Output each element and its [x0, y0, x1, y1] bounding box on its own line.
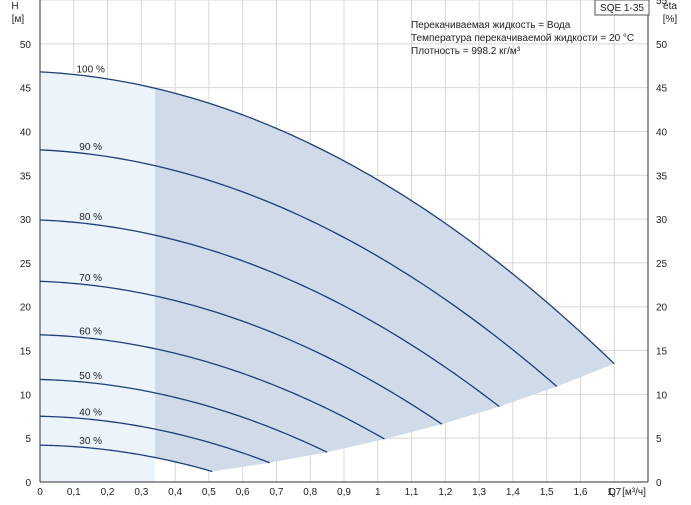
curve-label: 70 % — [79, 273, 102, 284]
y-tick-label-left: 20 — [20, 303, 32, 314]
x-axis-unit: [м³/ч] — [622, 487, 646, 498]
chart-axes — [39, 0, 649, 483]
y-tick-label-left: 5 — [25, 434, 31, 445]
tick-labels: 0 0,1 0,2 0,3 0,4 0,5 0,6 0,7 0,8 0,9 1 1,1 1,2 1,3 1,… — [20, 0, 668, 498]
curve-label: 60 % — [79, 326, 102, 337]
curve-40-percent — [39, 415, 270, 464]
y-tick-label-right: 40 — [656, 127, 668, 138]
x-tick-label: 0,5 — [202, 487, 216, 498]
info-fluid: Перекачиваемая жидкость = Вода — [411, 20, 571, 31]
curve-100-percent — [39, 71, 615, 365]
curve-label: 90 % — [79, 142, 102, 153]
y-tick-label-right: 55 — [656, 0, 668, 7]
x-tick-label: 0,6 — [236, 487, 250, 498]
curve-group: 100 % 90 % 80 % 70 % 60 % 50 % 40 % 30 % — [39, 64, 615, 473]
curve-60-percent — [39, 334, 385, 440]
y-axis-right-unit: [%] — [663, 14, 678, 25]
x-tick-label: 1,3 — [472, 487, 486, 498]
y-tick-label-right: 0 — [656, 478, 662, 489]
model-label-box — [594, 0, 650, 16]
x-tick-label: 0 — [37, 487, 43, 498]
x-tick-label: 0,1 — [67, 487, 81, 498]
curve-50-percent — [39, 378, 328, 453]
x-tick-label: 1,2 — [438, 487, 452, 498]
y-tick-label-left: 50 — [20, 40, 32, 51]
y-tick-label-right: 35 — [656, 171, 668, 182]
info-density: Плотность = 998.2 кг/м³ — [411, 46, 521, 57]
x-tick-label: 1,6 — [573, 487, 587, 498]
y-tick-label-left: 40 — [20, 127, 32, 138]
x-tick-label: 1,7 — [607, 487, 621, 498]
y-tick-label-left: 35 — [20, 171, 32, 182]
curve-label: 40 % — [79, 407, 102, 418]
curve-80-percent — [39, 219, 500, 408]
curve-70-percent — [39, 280, 443, 425]
x-tick-label: 0,4 — [168, 487, 182, 498]
y-tick-label-left: 15 — [20, 347, 32, 358]
y-tick-label-right: 15 — [656, 347, 668, 358]
curve-30-percent — [39, 444, 213, 473]
curve-90-percent — [39, 149, 558, 387]
y-tick-label-right: 20 — [656, 303, 668, 314]
y-axis-right-name: eta — [663, 1, 677, 12]
x-tick-label: 0,3 — [134, 487, 148, 498]
x-tick-label: 0,7 — [269, 487, 283, 498]
y-tick-label-right: 30 — [656, 215, 668, 226]
x-tick-label: 0,9 — [337, 487, 351, 498]
y-tick-label-left: 10 — [20, 390, 32, 401]
curve-label: 30 % — [79, 436, 102, 447]
x-tick-label: 1,1 — [405, 487, 419, 498]
y-axis-left-unit: [м] — [12, 14, 25, 25]
x-tick-label: 1,4 — [506, 487, 520, 498]
y-tick-label-left: 25 — [20, 259, 32, 270]
operating-area-fill — [154, 88, 615, 472]
y-tick-label-left: 30 — [20, 215, 32, 226]
info-temperature: Температура перекачиваемой жидкости = 20… — [411, 33, 634, 44]
x-tick-label: 1 — [375, 487, 381, 498]
y-tick-label-left: 45 — [20, 84, 32, 95]
x-tick-label: 1,5 — [540, 487, 554, 498]
y-axis-left-name: H — [11, 1, 18, 12]
y-tick-label-right: 25 — [656, 259, 668, 270]
curve-label: 80 % — [79, 212, 102, 223]
x-tick-label: 0,2 — [101, 487, 115, 498]
y-tick-label-right: 45 — [656, 84, 668, 95]
min-flow-area — [40, 71, 155, 482]
y-tick-label-right: 5 — [656, 434, 662, 445]
y-tick-label-left: 0 — [25, 478, 31, 489]
x-axis-name: Q — [608, 487, 616, 498]
model-label: SQE 1-35 — [600, 3, 644, 14]
y-tick-label-right: 50 — [656, 40, 668, 51]
x-tick-label: 0,8 — [303, 487, 317, 498]
curve-label: 100 % — [76, 64, 104, 75]
operating-area — [40, 71, 615, 482]
y-tick-label-right: 10 — [656, 390, 668, 401]
curve-label: 50 % — [79, 371, 102, 382]
